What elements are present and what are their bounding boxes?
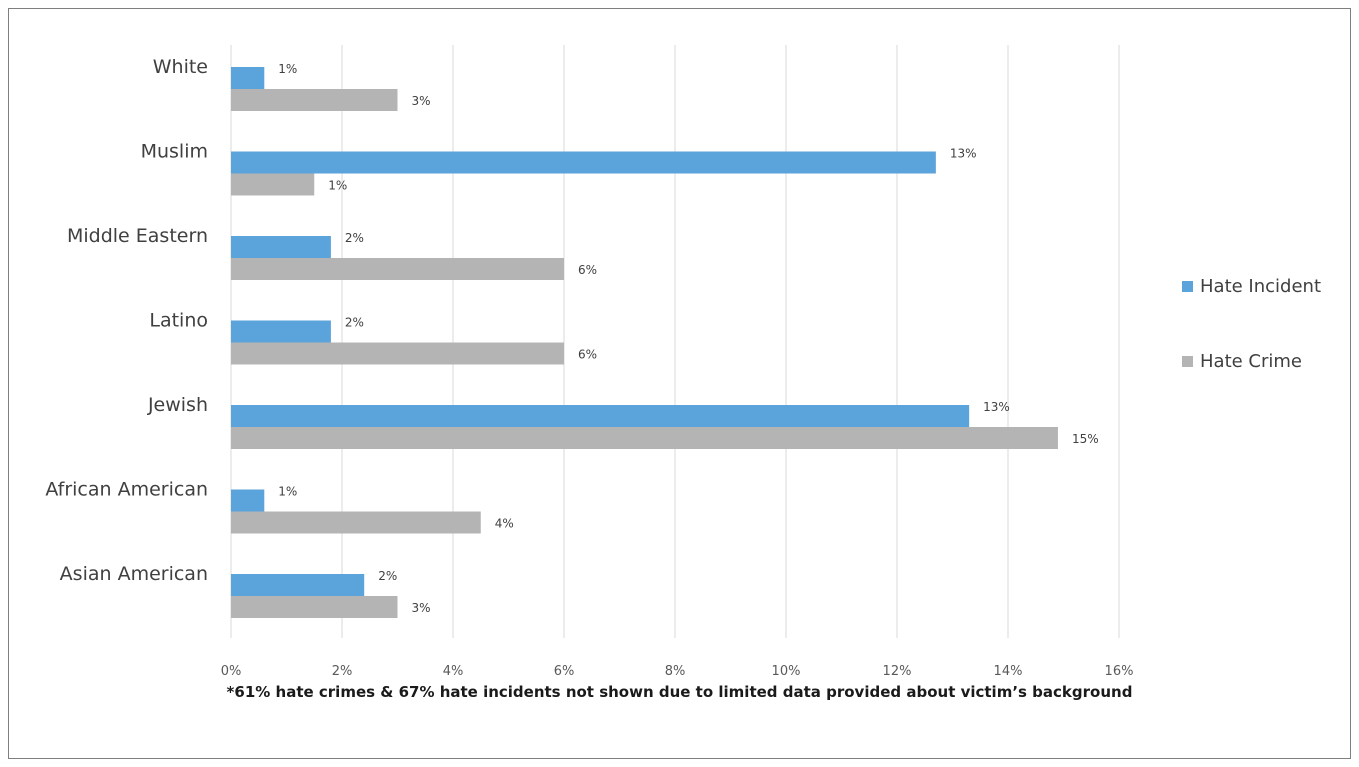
bar-hate-crime [231, 258, 564, 280]
category-label: White [153, 56, 208, 78]
bar-hate-crime [231, 596, 398, 618]
x-tick-label: 8% [665, 664, 686, 679]
bar-hate-crime [231, 89, 398, 111]
bar-hate-crime [231, 427, 1058, 449]
bar-hate-incident [231, 405, 970, 427]
bar-hate-incident [231, 236, 331, 258]
x-tick-label: 16% [1105, 664, 1134, 679]
bar-hate-incident [231, 489, 265, 512]
x-tick-label: 2% [332, 664, 353, 679]
bar-hate-crime [231, 511, 481, 534]
data-label: 13% [983, 400, 1010, 414]
data-label: 2% [345, 231, 364, 245]
x-tick-label: 14% [994, 664, 1023, 679]
bar-hate-incident [231, 67, 265, 89]
bar-hate-incident [231, 151, 936, 174]
data-label: 1% [278, 485, 297, 499]
x-tick-label: 6% [554, 664, 575, 679]
bar-hate-incident [231, 574, 365, 596]
legend-label: Hate Incident [1200, 276, 1321, 297]
category-label: Jewish [147, 394, 208, 416]
category-label: Middle Eastern [67, 225, 208, 247]
legend-swatch [1182, 281, 1193, 292]
data-label: 1% [328, 179, 347, 193]
data-label: 2% [345, 316, 364, 330]
data-label: 3% [412, 601, 431, 615]
chart-frame [8, 8, 1351, 759]
x-tick-label: 12% [883, 664, 912, 679]
chart-footnote: *61% hate crimes & 67% hate incidents no… [226, 683, 1133, 701]
data-label: 15% [1072, 432, 1099, 446]
data-label: 6% [578, 263, 597, 277]
bar-hate-crime [231, 342, 564, 365]
data-label: 4% [495, 517, 514, 531]
x-tick-label: 10% [772, 664, 801, 679]
category-label: African American [45, 479, 208, 501]
legend-swatch [1182, 356, 1193, 367]
bar-hate-incident [231, 320, 331, 343]
bar-hate-crime [231, 173, 315, 196]
data-label: 3% [412, 94, 431, 108]
category-label: Asian American [60, 563, 208, 585]
data-label: 6% [578, 348, 597, 362]
x-tick-label: 4% [443, 664, 464, 679]
category-label: Latino [149, 310, 208, 332]
data-label: 13% [950, 147, 977, 161]
category-label: Muslim [141, 141, 208, 163]
data-label: 1% [278, 62, 297, 76]
data-label: 2% [378, 569, 397, 583]
x-tick-label: 0% [221, 664, 242, 679]
legend-label: Hate Crime [1200, 351, 1302, 372]
